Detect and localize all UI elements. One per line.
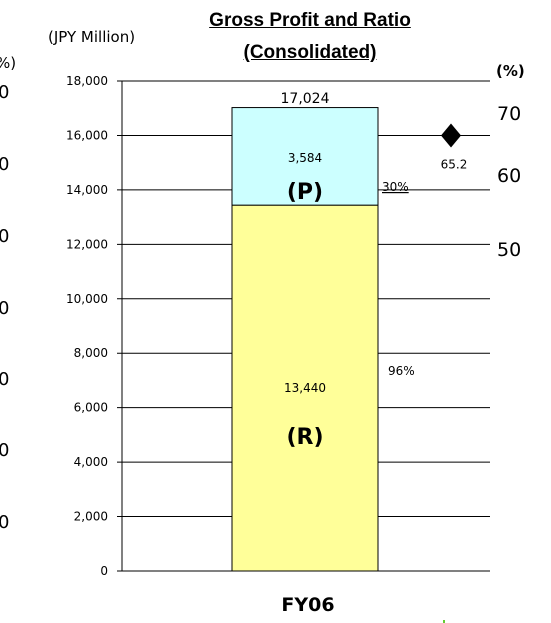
chart-title-line-2: (Consolidated)	[243, 42, 377, 63]
left-clipped-tick: 0	[0, 154, 10, 175]
bar-total-label: 17,024	[281, 91, 330, 107]
bar-segment	[231, 107, 379, 206]
y-tick-label: 2,000	[74, 510, 108, 524]
decorative-dot	[443, 620, 445, 623]
y-tick-label: 12,000	[66, 237, 108, 251]
left-clipped-tick: 0	[0, 82, 10, 103]
bar-segment	[231, 204, 379, 572]
ratio-marker	[441, 123, 461, 148]
y-tick-label: 4,000	[74, 455, 108, 469]
y2-tick-label: 50	[497, 239, 521, 261]
y-tick-label: 0	[100, 564, 108, 578]
y-tick-label: 16,000	[66, 128, 108, 142]
marker-value-label: 65.2	[441, 158, 468, 172]
y-tick-label: 10,000	[66, 292, 108, 306]
left-clipped-tick: 0	[0, 512, 10, 533]
bar-series-label: (P)	[287, 180, 323, 205]
left-clipped-tick: 0	[0, 226, 10, 247]
left-clipped-tick: 0	[0, 440, 10, 461]
left-clipped-unit: %)	[0, 54, 17, 72]
y-tick-label: 18,000	[66, 74, 108, 88]
chart-title-line-1: Gross Profit and Ratio	[209, 10, 411, 31]
y2-tick-label: 70	[497, 103, 521, 125]
y-tick-label: 8,000	[74, 346, 108, 360]
y-tick-label: 14,000	[66, 183, 108, 197]
bar-series-label: (R)	[286, 425, 323, 450]
ratio-label: 96%	[388, 364, 415, 378]
bar-value-label: 3,584	[288, 151, 322, 165]
left-clipped-tick: 0	[0, 369, 10, 390]
y-tick-label: 6,000	[74, 401, 108, 415]
y2-tick-label: 60	[497, 165, 521, 187]
y2-axis-unit-label: (%)	[496, 62, 525, 80]
y-axis-unit-label: (JPY Million)	[48, 28, 136, 46]
ratio-label: 30%	[382, 180, 409, 194]
left-clipped-tick: 0	[0, 298, 10, 319]
bar-value-label: 13,440	[284, 381, 326, 395]
x-category-label: FY06	[281, 594, 335, 616]
